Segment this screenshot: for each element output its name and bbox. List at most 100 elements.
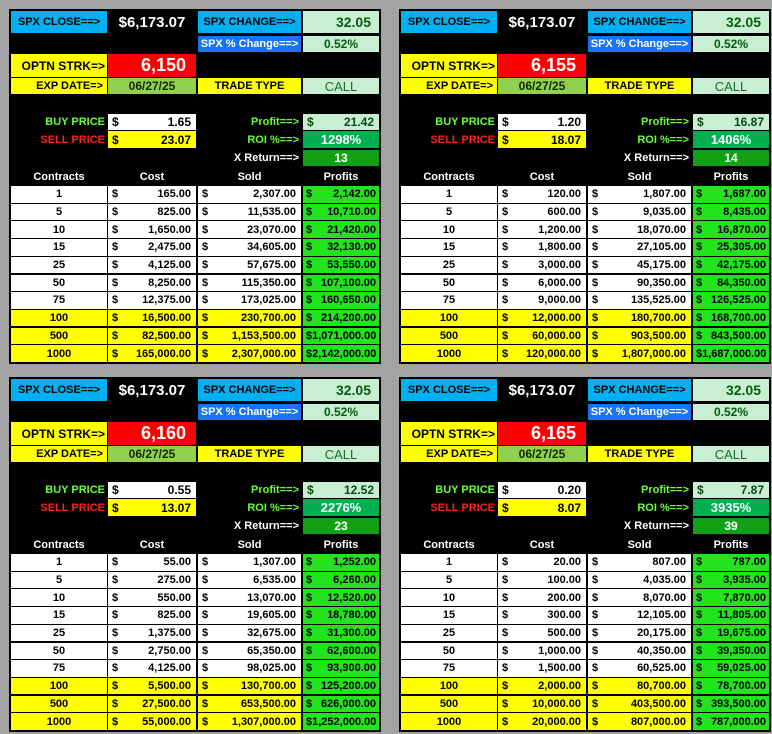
trade-type-value[interactable]: CALL xyxy=(693,446,769,462)
row-profit[interactable]: $8,435.00 xyxy=(693,203,769,221)
row-cost[interactable]: $825.00 xyxy=(108,203,196,221)
row-sold[interactable]: $34,605.00 xyxy=(198,239,301,256)
row-sold[interactable]: $23,070.00 xyxy=(198,221,301,238)
row-profit[interactable]: $12,520.00 xyxy=(303,589,379,606)
row-profit[interactable]: $93,900.00 xyxy=(303,660,379,677)
spx-change-value[interactable]: 32.05 xyxy=(303,11,379,33)
row-sold[interactable]: $20,175.00 xyxy=(588,624,691,642)
spx-change-value[interactable]: 32.05 xyxy=(303,379,379,401)
row-cost[interactable]: $120,000.00 xyxy=(498,345,586,362)
row-cost[interactable]: $9,000.00 xyxy=(498,292,586,309)
row-cost[interactable]: $1,000.00 xyxy=(498,642,586,659)
row-profit[interactable]: $787.00 xyxy=(693,554,769,571)
row-sold[interactable]: $18,070.00 xyxy=(588,221,691,238)
row-cost[interactable]: $300.00 xyxy=(498,607,586,624)
row-profit[interactable]: $78,700.00 xyxy=(693,677,769,695)
row-profit[interactable]: $168,700.00 xyxy=(693,309,769,327)
row-profit[interactable]: $2,142,000.00 xyxy=(303,345,379,362)
row-cost[interactable]: $5,500.00 xyxy=(108,677,196,695)
row-sold[interactable]: $1,153,500.00 xyxy=(198,327,301,345)
row-profit[interactable]: $843,500.00 xyxy=(693,327,769,345)
row-cost[interactable]: $4,125.00 xyxy=(108,256,196,274)
row-sold[interactable]: $807,000.00 xyxy=(588,713,691,730)
row-profit[interactable]: $1,252.00 xyxy=(303,554,379,571)
row-sold[interactable]: $57,675.00 xyxy=(198,256,301,274)
row-profit[interactable]: $125,200.00 xyxy=(303,677,379,695)
row-profit[interactable]: $84,350.00 xyxy=(693,274,769,291)
option-strike-value[interactable]: 6,165 xyxy=(498,422,586,445)
row-profit[interactable]: $10,710.00 xyxy=(303,203,379,221)
row-cost[interactable]: $12,000.00 xyxy=(498,309,586,327)
row-cost[interactable]: $6,000.00 xyxy=(498,274,586,291)
row-sold[interactable]: $9,035.00 xyxy=(588,203,691,221)
row-sold[interactable]: $180,700.00 xyxy=(588,309,691,327)
row-sold[interactable]: $40,350.00 xyxy=(588,642,691,659)
row-cost[interactable]: $3,000.00 xyxy=(498,256,586,274)
row-cost[interactable]: $20.00 xyxy=(498,554,586,571)
row-sold[interactable]: $230,700.00 xyxy=(198,309,301,327)
spx-pct-change-value[interactable]: 0.52% xyxy=(693,36,769,52)
row-sold[interactable]: $90,350.00 xyxy=(588,274,691,291)
buy-price-input[interactable]: $0.20 xyxy=(498,482,586,498)
row-profit[interactable]: $1,071,000.00 xyxy=(303,327,379,345)
row-cost[interactable]: $275.00 xyxy=(108,571,196,589)
spx-change-value[interactable]: 32.05 xyxy=(693,379,769,401)
row-cost[interactable]: $8,250.00 xyxy=(108,274,196,291)
row-cost[interactable]: $60,000.00 xyxy=(498,327,586,345)
sell-price-input[interactable]: $13.07 xyxy=(108,499,196,516)
row-sold[interactable]: $13,070.00 xyxy=(198,589,301,606)
sell-price-input[interactable]: $8.07 xyxy=(498,499,586,516)
row-cost[interactable]: $27,500.00 xyxy=(108,695,196,713)
row-sold[interactable]: $115,350.00 xyxy=(198,274,301,291)
row-sold[interactable]: $11,535.00 xyxy=(198,203,301,221)
row-cost[interactable]: $100.00 xyxy=(498,571,586,589)
row-profit[interactable]: $18,780.00 xyxy=(303,607,379,624)
spx-pct-change-value[interactable]: 0.52% xyxy=(303,404,379,420)
row-profit[interactable]: $59,025.00 xyxy=(693,660,769,677)
row-cost[interactable]: $165,000.00 xyxy=(108,345,196,362)
row-profit[interactable]: $126,525.00 xyxy=(693,292,769,309)
row-profit[interactable]: $107,100.00 xyxy=(303,274,379,291)
row-profit[interactable]: $16,870.00 xyxy=(693,221,769,238)
row-sold[interactable]: $903,500.00 xyxy=(588,327,691,345)
row-sold[interactable]: $1,807.00 xyxy=(588,186,691,203)
row-cost[interactable]: $55,000.00 xyxy=(108,713,196,730)
exp-date-value[interactable]: 06/27/25 xyxy=(108,446,196,462)
row-cost[interactable]: $1,500.00 xyxy=(498,660,586,677)
row-cost[interactable]: $4,125.00 xyxy=(108,660,196,677)
spx-pct-change-value[interactable]: 0.52% xyxy=(693,404,769,420)
exp-date-value[interactable]: 06/27/25 xyxy=(498,78,586,94)
row-profit[interactable]: $3,935.00 xyxy=(693,571,769,589)
row-sold[interactable]: $1,307.00 xyxy=(198,554,301,571)
buy-price-input[interactable]: $1.65 xyxy=(108,114,196,130)
profit-value[interactable]: $12.52 xyxy=(303,482,379,498)
row-sold[interactable]: $27,105.00 xyxy=(588,239,691,256)
row-sold[interactable]: $6,535.00 xyxy=(198,571,301,589)
row-profit[interactable]: $6,260.00 xyxy=(303,571,379,589)
row-sold[interactable]: $80,700.00 xyxy=(588,677,691,695)
row-sold[interactable]: $8,070.00 xyxy=(588,589,691,606)
spx-change-value[interactable]: 32.05 xyxy=(693,11,769,33)
row-profit[interactable]: $21,420.00 xyxy=(303,221,379,238)
profit-value[interactable]: $7.87 xyxy=(693,482,769,498)
row-cost[interactable]: $82,500.00 xyxy=(108,327,196,345)
trade-type-value[interactable]: CALL xyxy=(303,78,379,94)
row-sold[interactable]: $807.00 xyxy=(588,554,691,571)
row-sold[interactable]: $60,525.00 xyxy=(588,660,691,677)
row-cost[interactable]: $1,375.00 xyxy=(108,624,196,642)
row-cost[interactable]: $165.00 xyxy=(108,186,196,203)
sell-price-input[interactable]: $23.07 xyxy=(108,131,196,148)
row-sold[interactable]: $12,105.00 xyxy=(588,607,691,624)
row-sold[interactable]: $32,675.00 xyxy=(198,624,301,642)
row-profit[interactable]: $32,130.00 xyxy=(303,239,379,256)
row-sold[interactable]: $135,525.00 xyxy=(588,292,691,309)
row-profit[interactable]: $31,300.00 xyxy=(303,624,379,642)
row-cost[interactable]: $1,800.00 xyxy=(498,239,586,256)
row-profit[interactable]: $7,870.00 xyxy=(693,589,769,606)
row-profit[interactable]: $11,805.00 xyxy=(693,607,769,624)
row-sold[interactable]: $65,350.00 xyxy=(198,642,301,659)
row-cost[interactable]: $16,500.00 xyxy=(108,309,196,327)
row-cost[interactable]: $55.00 xyxy=(108,554,196,571)
row-cost[interactable]: $10,000.00 xyxy=(498,695,586,713)
sell-price-input[interactable]: $18.07 xyxy=(498,131,586,148)
